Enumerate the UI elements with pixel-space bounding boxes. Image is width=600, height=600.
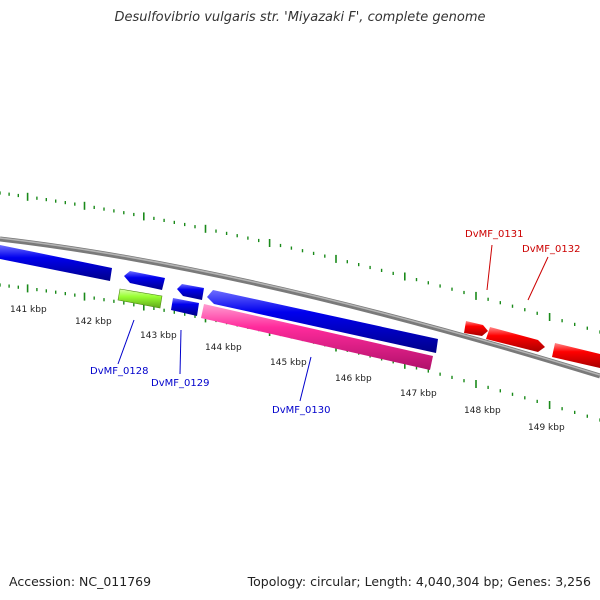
kbp-label: 142 kbp (75, 317, 112, 327)
label-leader (117, 319, 135, 365)
gene-feature[interactable] (552, 343, 600, 368)
kbp-label: 148 kbp (464, 406, 501, 416)
gene-label-dvmf-0132[interactable]: DvMF_0132 (522, 244, 580, 255)
genome-backbone (0, 236, 600, 379)
accession-text: Accession: NC_011769 (9, 574, 152, 589)
gene-feature[interactable] (124, 271, 165, 290)
cds-feature-blue[interactable] (171, 298, 199, 316)
outer-tick-ring (0, 191, 600, 334)
kbp-label: 141 kbp (10, 305, 47, 315)
kbp-label: 147 kbp (400, 389, 437, 399)
genome-backbone-highlight (0, 237, 600, 376)
gene-feature[interactable] (177, 284, 204, 300)
label-leader (299, 356, 312, 402)
label-leader (179, 329, 182, 375)
gene-feature[interactable] (0, 245, 112, 281)
kbp-label: 145 kbp (270, 358, 307, 368)
kbp-label: 143 kbp (140, 331, 177, 341)
gene-label-dvmf-0128[interactable]: DvMF_0128 (90, 366, 148, 377)
cds-feature-green[interactable] (117, 288, 163, 309)
genome-summary-text: Topology: circular; Length: 4,040,304 bp… (247, 574, 591, 589)
kbp-label: 144 kbp (205, 343, 242, 353)
gene-feature[interactable] (486, 327, 545, 352)
kbp-label: 149 kbp (528, 423, 565, 433)
map-title: Desulfovibrio vulgaris str. 'Miyazaki F'… (114, 10, 486, 25)
gene-label-dvmf-0129[interactable]: DvMF_0129 (151, 378, 209, 389)
kbp-label: 146 kbp (335, 374, 372, 384)
gene-label-dvmf-0131[interactable]: DvMF_0131 (465, 229, 523, 240)
gene-feature[interactable] (464, 321, 488, 336)
gene-label-dvmf-0130[interactable]: DvMF_0130 (272, 405, 330, 416)
label-leader (527, 256, 549, 301)
cds-feature-pink[interactable] (201, 304, 433, 370)
gene-feature[interactable] (207, 290, 438, 353)
label-leader (486, 244, 493, 291)
